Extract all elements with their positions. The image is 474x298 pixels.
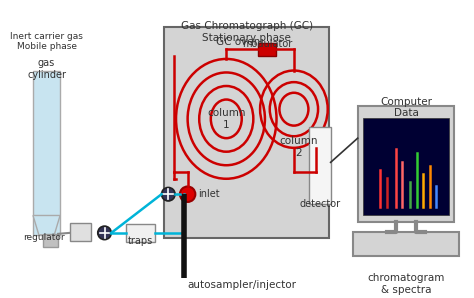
- Bar: [258, 43, 275, 56]
- Text: GC oven: GC oven: [216, 37, 261, 47]
- Bar: [164, 27, 328, 238]
- Bar: [364, 118, 448, 215]
- Bar: [310, 127, 331, 204]
- Text: detector: detector: [300, 199, 340, 209]
- Text: column
1: column 1: [207, 108, 246, 130]
- Circle shape: [162, 187, 175, 201]
- Text: chromatogram
& spectra: chromatogram & spectra: [367, 274, 445, 295]
- Bar: [126, 224, 155, 242]
- Text: inlet: inlet: [198, 189, 220, 199]
- Text: modulator: modulator: [242, 39, 292, 49]
- Text: Gas Chromatograph (GC)
Stationary phase: Gas Chromatograph (GC) Stationary phase: [181, 21, 313, 43]
- Circle shape: [180, 187, 195, 202]
- Bar: [353, 232, 459, 256]
- Text: traps: traps: [128, 236, 153, 246]
- Text: Inert carrier gas
Mobile phase: Inert carrier gas Mobile phase: [10, 32, 83, 51]
- Polygon shape: [33, 71, 60, 235]
- Bar: [358, 106, 454, 222]
- Bar: [70, 223, 91, 240]
- Text: autosampler/injector: autosampler/injector: [188, 280, 297, 290]
- Text: Computer
Data: Computer Data: [380, 97, 432, 118]
- Text: gas
cylinder: gas cylinder: [27, 58, 66, 80]
- Polygon shape: [33, 215, 60, 235]
- Circle shape: [98, 226, 111, 240]
- Text: column
2: column 2: [280, 136, 318, 158]
- Bar: [43, 234, 58, 247]
- Text: regulator: regulator: [23, 233, 65, 242]
